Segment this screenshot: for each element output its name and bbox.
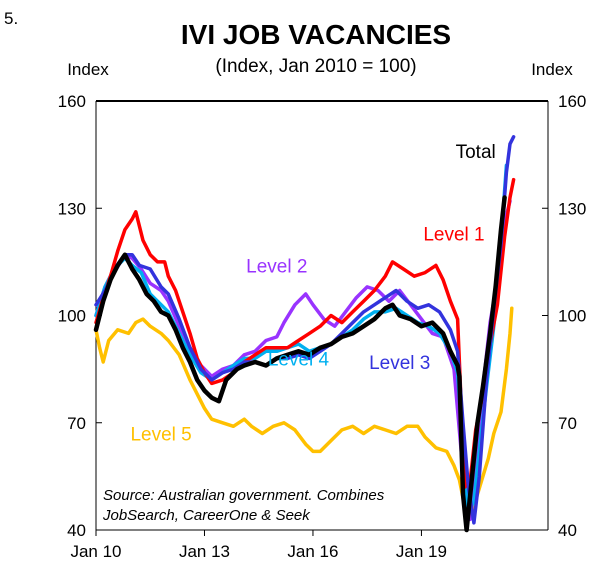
y-tick-label-left: 100 (58, 307, 86, 326)
series-line-total (93, 195, 507, 533)
y-tick-label-left: 40 (67, 521, 86, 540)
series-labels: Total Level 1 Level 2 Level 4 Level 3 Level 5 (130, 142, 495, 445)
y-tick-label-right: 70 (558, 414, 577, 433)
series-label-level-2: Level 2 (246, 257, 307, 278)
x-tick-label: Jan 10 (70, 542, 121, 561)
x-ticks: Jan 10 Jan 13 Jan 16 Jan 19 (70, 530, 447, 561)
y-tick-label-right: 130 (558, 199, 586, 218)
y-axis-label-left: Index (67, 60, 109, 79)
series-label-level-5: Level 5 (130, 425, 191, 446)
series-label-level-3: Level 3 (369, 353, 430, 374)
series-label-total: Total (456, 142, 496, 163)
y-tick-label-right: 160 (558, 92, 586, 111)
x-tick-label: Jan 19 (396, 542, 447, 561)
series-label-level-1: Level 1 (423, 224, 484, 245)
x-tick-label: Jan 13 (179, 542, 230, 561)
source-note-line-2: JobSearch, CareerOne & Seek (102, 507, 311, 524)
series-line-level-5 (94, 306, 514, 518)
source-note-line-1: Source: Australian government. Combines (103, 487, 385, 504)
series-label-level-4: Level 4 (268, 350, 330, 371)
y-tick-label-right: 40 (558, 521, 577, 540)
y-tick-label-left: 70 (67, 414, 86, 433)
series-lines (93, 135, 516, 533)
x-tick-label: Jan 16 (287, 542, 338, 561)
y-tick-label-left: 130 (58, 199, 86, 218)
y-tick-label-left: 160 (58, 92, 86, 111)
y-ticks: 40 40 70 70 100 100 130 130 160 160 (58, 92, 587, 540)
y-tick-label-right: 100 (558, 307, 586, 326)
chart-title: IVI JOB VACANCIES (181, 19, 451, 50)
figure-number: 5. (4, 9, 18, 28)
chart-subtitle: (Index, Jan 2010 = 100) (215, 56, 416, 77)
y-axis-label-right: Index (531, 60, 573, 79)
